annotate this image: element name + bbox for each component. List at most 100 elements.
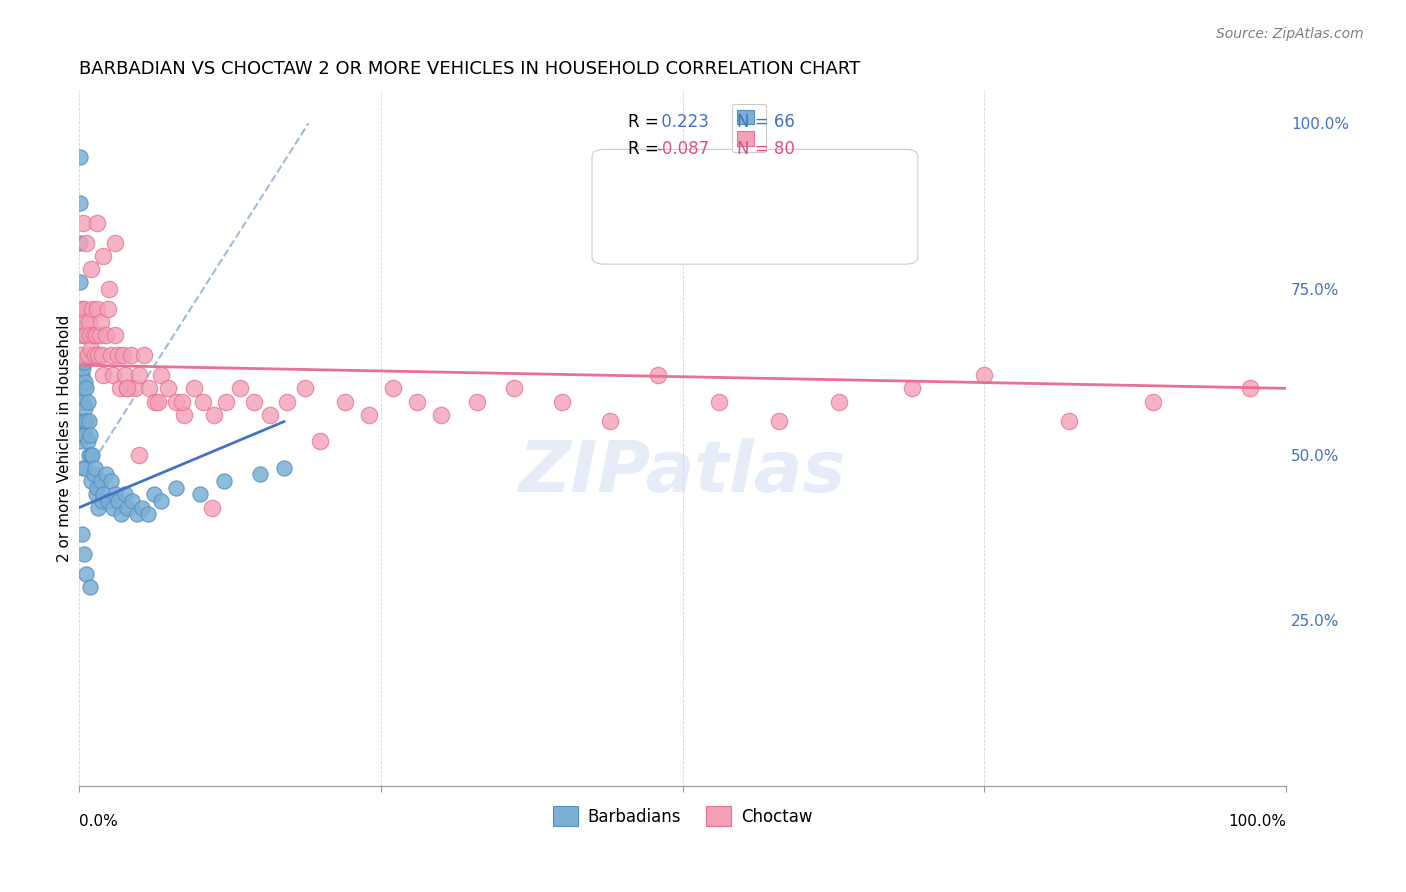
- Barbadians: [91, 487, 114, 501]
- Barbadians: [84, 487, 107, 501]
- Barbadians: [70, 527, 93, 541]
- Choctaw: [243, 394, 266, 409]
- Barbadians: [77, 448, 100, 462]
- Text: 100.0%: 100.0%: [1227, 814, 1286, 829]
- Barbadians: [72, 394, 94, 409]
- Choctaw: [70, 301, 93, 316]
- Choctaw: [173, 408, 195, 422]
- Barbadians: [82, 448, 104, 462]
- Barbadians: [136, 507, 159, 521]
- Choctaw: [128, 448, 150, 462]
- Choctaw: [117, 381, 139, 395]
- Barbadians: [70, 414, 93, 428]
- Choctaw: [973, 368, 995, 383]
- Choctaw: [768, 414, 790, 428]
- Choctaw: [72, 328, 94, 343]
- Choctaw: [87, 348, 110, 362]
- Barbadians: [73, 414, 96, 428]
- Choctaw: [128, 368, 150, 383]
- Choctaw: [76, 348, 98, 362]
- Barbadians: [70, 328, 93, 343]
- Choctaw: [502, 381, 524, 395]
- Choctaw: [111, 348, 134, 362]
- Choctaw: [83, 328, 105, 343]
- Choctaw: [86, 216, 108, 230]
- Choctaw: [89, 328, 111, 343]
- Barbadians: [73, 547, 96, 561]
- Choctaw: [134, 348, 156, 362]
- Choctaw: [83, 348, 105, 362]
- Barbadians: [69, 235, 91, 250]
- Choctaw: [104, 328, 127, 343]
- Barbadians: [249, 467, 271, 482]
- Choctaw: [333, 394, 356, 409]
- Barbadians: [75, 427, 97, 442]
- Choctaw: [114, 368, 136, 383]
- Barbadians: [121, 494, 143, 508]
- Choctaw: [430, 408, 453, 422]
- Choctaw: [1142, 394, 1164, 409]
- Barbadians: [87, 500, 110, 515]
- Choctaw: [201, 500, 224, 515]
- Choctaw: [72, 216, 94, 230]
- Choctaw: [73, 301, 96, 316]
- Barbadians: [90, 474, 112, 488]
- Barbadians: [79, 580, 101, 594]
- Choctaw: [165, 394, 187, 409]
- Barbadians: [125, 507, 148, 521]
- FancyBboxPatch shape: [592, 149, 918, 264]
- Barbadians: [97, 494, 120, 508]
- Barbadians: [75, 566, 97, 581]
- Choctaw: [150, 368, 173, 383]
- Choctaw: [309, 434, 332, 449]
- Choctaw: [170, 394, 193, 409]
- Barbadians: [69, 315, 91, 329]
- Barbadians: [107, 494, 129, 508]
- Choctaw: [79, 328, 101, 343]
- Barbadians: [83, 460, 105, 475]
- Barbadians: [75, 375, 97, 389]
- Choctaw: [100, 348, 122, 362]
- Barbadians: [72, 328, 94, 343]
- Barbadians: [69, 195, 91, 210]
- Choctaw: [101, 368, 124, 383]
- Barbadians: [100, 474, 122, 488]
- Choctaw: [551, 394, 574, 409]
- Barbadians: [80, 474, 103, 488]
- Text: 0.0%: 0.0%: [79, 814, 118, 829]
- Barbadians: [80, 448, 103, 462]
- Choctaw: [86, 301, 108, 316]
- Text: 0.223: 0.223: [657, 112, 709, 130]
- Choctaw: [108, 381, 131, 395]
- Choctaw: [97, 301, 120, 316]
- Choctaw: [75, 235, 97, 250]
- Barbadians: [142, 487, 165, 501]
- Barbadians: [94, 467, 117, 482]
- Barbadians: [69, 276, 91, 290]
- Choctaw: [157, 381, 180, 395]
- Choctaw: [77, 315, 100, 329]
- Choctaw: [75, 328, 97, 343]
- Barbadians: [75, 381, 97, 395]
- Choctaw: [117, 381, 139, 395]
- Barbadians: [117, 500, 139, 515]
- Choctaw: [228, 381, 250, 395]
- Choctaw: [75, 315, 97, 329]
- Legend: Barbadians, Choctaw: Barbadians, Choctaw: [546, 799, 820, 833]
- Barbadians: [104, 487, 127, 501]
- Choctaw: [94, 328, 117, 343]
- Choctaw: [647, 368, 669, 383]
- Barbadians: [70, 301, 93, 316]
- Choctaw: [406, 394, 429, 409]
- Choctaw: [84, 328, 107, 343]
- Choctaw: [276, 394, 298, 409]
- Text: ZIPatlas: ZIPatlas: [519, 438, 846, 508]
- Barbadians: [212, 474, 235, 488]
- Barbadians: [69, 149, 91, 163]
- Choctaw: [69, 348, 91, 362]
- Text: R =: R =: [628, 112, 664, 130]
- Text: -0.087: -0.087: [657, 140, 709, 159]
- Choctaw: [80, 342, 103, 356]
- Barbadians: [73, 381, 96, 395]
- Barbadians: [110, 507, 132, 521]
